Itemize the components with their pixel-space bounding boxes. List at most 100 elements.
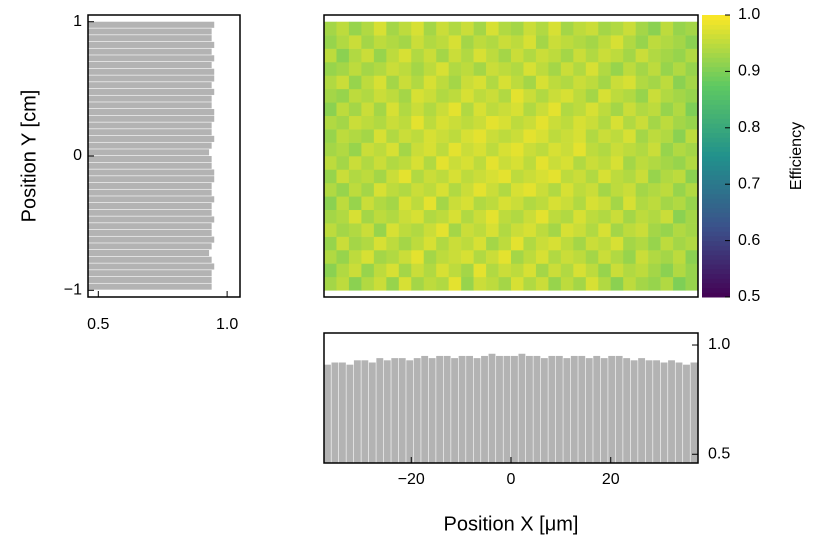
colorbar-segment [702, 217, 730, 223]
histogram-bar [88, 129, 212, 136]
x-axis-label: Position X [μm] [444, 513, 579, 535]
heatmap-cell [685, 209, 699, 224]
histogram-bar [88, 182, 212, 189]
heatmap-cell [461, 142, 474, 157]
histogram-bar [406, 360, 414, 463]
heatmap-cell [623, 75, 636, 90]
heatmap-cell [535, 263, 549, 278]
heatmap-cell [486, 209, 499, 224]
heatmap-cell [573, 62, 587, 76]
heatmap-cell [473, 250, 487, 264]
heatmap-cell [560, 209, 574, 224]
heatmap-cell [585, 156, 599, 170]
colorbar-segment [702, 179, 730, 185]
heatmap-cell [461, 115, 474, 130]
heatmap-cell [660, 115, 674, 130]
heatmap-cell [573, 75, 587, 90]
heatmap-cell [610, 21, 624, 36]
heatmap-cell [361, 236, 375, 251]
heatmap-cell [560, 236, 574, 251]
x-tick-label: 20 [602, 471, 620, 488]
heatmap-cell [623, 115, 636, 130]
heatmap-cell [411, 276, 425, 291]
heatmap-cell [348, 88, 362, 103]
heatmap-cell [486, 223, 499, 237]
heatmap-cell [486, 115, 499, 130]
heatmap-cell [535, 35, 549, 49]
histogram-bar [88, 102, 212, 109]
histogram-bar [548, 355, 556, 463]
heatmap-cell [411, 35, 425, 49]
heatmap-cell [648, 169, 661, 184]
heatmap-cell [635, 156, 649, 170]
heatmap-cell [336, 196, 350, 211]
heatmap-cell [373, 276, 387, 291]
heatmap-cell [535, 182, 549, 197]
heatmap-cell [685, 21, 699, 36]
heatmap-cell [473, 62, 487, 76]
heatmap-cell [398, 276, 412, 291]
heatmap-cell [498, 21, 512, 36]
heatmap-cell [535, 48, 549, 63]
heatmap-cell [411, 62, 425, 76]
heatmap-cell [623, 48, 636, 63]
heatmap-cell [548, 102, 562, 117]
colorbar-segment [702, 235, 730, 242]
heatmap-cell [560, 48, 574, 63]
heatmap-cell [423, 48, 437, 63]
histogram-bar [481, 355, 488, 463]
heatmap-cell [673, 209, 686, 224]
heatmap-cell [573, 276, 587, 291]
colorbar-segment [702, 264, 730, 270]
heatmap-cell [548, 62, 562, 76]
histogram-bar [540, 358, 548, 463]
histogram-bar [346, 364, 354, 463]
heatmap-cell [461, 196, 474, 211]
histogram-bar [503, 355, 511, 463]
heatmap-cell [673, 35, 686, 49]
heatmap-cell [436, 209, 449, 224]
heatmap-cell [635, 115, 649, 130]
heatmap-cell [461, 250, 474, 264]
heatmap-cell [548, 88, 562, 103]
heatmap-cell [548, 182, 562, 197]
heatmap-cell [498, 88, 512, 103]
histogram-bar [675, 362, 683, 463]
heatmap-cell [573, 223, 587, 237]
colorbar-segment [702, 160, 730, 166]
heatmap-cell [535, 156, 549, 170]
heatmap-cell [411, 223, 425, 237]
heatmap-cell [560, 276, 574, 291]
heatmap-cell [610, 209, 624, 224]
heatmap-cell [598, 250, 612, 264]
histogram-bar [88, 223, 212, 230]
heatmap-cell [635, 169, 649, 184]
heatmap-cell [473, 75, 487, 90]
heatmap-cell [411, 236, 425, 251]
heatmap-cell [423, 196, 437, 211]
heatmap-cell [511, 196, 524, 211]
heatmap-cell [685, 276, 699, 291]
heatmap-cell [336, 21, 350, 36]
heatmap-cell [648, 75, 661, 90]
heatmap-cell [535, 21, 549, 36]
heatmap-cell [336, 62, 350, 76]
heatmap-cell [498, 129, 512, 143]
heatmap-cell [573, 209, 587, 224]
heatmap-cell [398, 250, 412, 264]
histogram-bar [88, 55, 215, 62]
heatmap-cell [448, 48, 462, 63]
heatmap-cell [660, 209, 674, 224]
heatmap-cell [598, 236, 612, 251]
heatmap-cell [511, 209, 524, 224]
heatmap-cell [598, 223, 612, 237]
heatmap-cell [635, 142, 649, 157]
heatmap-cell [511, 156, 524, 170]
heatmap-cell [348, 129, 362, 143]
heatmap-cell [648, 21, 661, 36]
heatmap-cell [348, 102, 362, 117]
heatmap-cell [386, 62, 400, 76]
heatmap-cell [373, 35, 387, 49]
heatmap-cell [523, 35, 537, 49]
heatmap-cell [548, 276, 562, 291]
